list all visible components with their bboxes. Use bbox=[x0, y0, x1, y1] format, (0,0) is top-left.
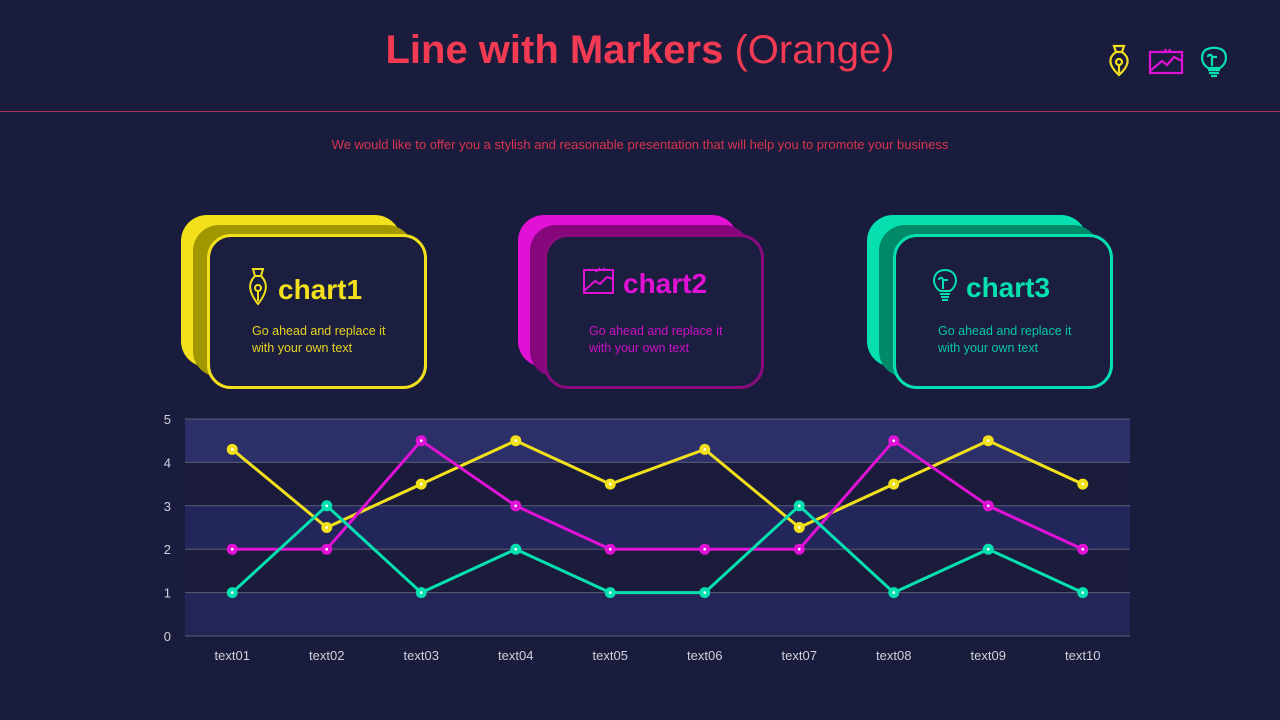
x-tick-label: text06 bbox=[687, 648, 722, 663]
x-tick-label: text02 bbox=[309, 648, 344, 663]
x-tick-label: text07 bbox=[782, 648, 817, 663]
title-main: Line with Markers bbox=[385, 28, 724, 72]
y-tick-label: 1 bbox=[164, 586, 171, 601]
lightbulb-icon bbox=[932, 267, 958, 308]
chart-band bbox=[185, 592, 1130, 636]
card-text: Go ahead and replace it with your own te… bbox=[589, 323, 749, 357]
card-chart1: chart1 Go ahead and replace it with your… bbox=[181, 215, 431, 393]
x-tick-label: text10 bbox=[1065, 648, 1100, 663]
series-chart1 bbox=[226, 435, 1089, 533]
chart-band bbox=[185, 505, 1130, 550]
card-text-line: Go ahead and replace it bbox=[252, 324, 386, 338]
x-tick-label: text08 bbox=[876, 648, 911, 663]
pen-nib-icon bbox=[1104, 44, 1134, 78]
x-tick-label: text04 bbox=[498, 648, 533, 663]
line-chart-svg: 0 1 2 3 4 5 text01 text02 text03 text04 text05 text… bbox=[164, 412, 1130, 663]
y-tick-label: 0 bbox=[164, 629, 171, 644]
card-chart3: chart3 Go ahead and replace it with your… bbox=[867, 215, 1117, 393]
card-chart2: chart2 Go ahead and replace it with your… bbox=[518, 215, 768, 393]
card-header: chart3 bbox=[932, 267, 1050, 308]
chart-band bbox=[185, 462, 1130, 506]
x-tick-label: text01 bbox=[215, 648, 250, 663]
y-tick-label: 5 bbox=[164, 412, 171, 427]
title-suffix: (Orange) bbox=[734, 28, 895, 72]
card-title: chart2 bbox=[623, 267, 708, 299]
card-title: chart1 bbox=[278, 273, 363, 305]
lightbulb-icon bbox=[1198, 44, 1230, 78]
y-tick-label: 2 bbox=[164, 542, 171, 557]
chart-band bbox=[185, 419, 1130, 463]
card-front: chart1 Go ahead and replace it with your… bbox=[207, 234, 427, 389]
x-tick-label: text05 bbox=[593, 648, 628, 663]
card-text: Go ahead and replace it with your own te… bbox=[252, 323, 412, 357]
series-chart2 bbox=[226, 435, 1089, 555]
x-tick-label: text09 bbox=[971, 648, 1006, 663]
pen-nib-icon bbox=[246, 267, 270, 312]
card-header: chart1 bbox=[246, 267, 362, 312]
card-text-line: with your own text bbox=[589, 341, 690, 355]
page-title: Line with Markers (Orange) bbox=[0, 28, 1280, 73]
x-tick-label: text03 bbox=[404, 648, 439, 663]
card-text-line: Go ahead and replace it bbox=[938, 324, 1072, 338]
card-front: chart2 Go ahead and replace it with your… bbox=[544, 234, 764, 389]
header-divider bbox=[0, 111, 1280, 112]
card-text-line: Go ahead and replace it bbox=[589, 324, 723, 338]
card-text-line: with your own text bbox=[938, 341, 1039, 355]
image-chart-icon bbox=[1148, 47, 1184, 75]
card-text: Go ahead and replace it with your own te… bbox=[938, 323, 1098, 357]
header-icons bbox=[1104, 44, 1230, 78]
chart-band bbox=[185, 549, 1130, 593]
series-chart3 bbox=[226, 500, 1089, 599]
image-chart-icon bbox=[583, 267, 615, 300]
subtitle: We would like to offer you a stylish and… bbox=[331, 137, 949, 152]
y-tick-label: 4 bbox=[164, 455, 171, 470]
card-header: chart2 bbox=[583, 267, 707, 300]
line-chart: 0 1 2 3 4 5 text01 text02 text03 text04 text05 text… bbox=[0, 400, 1280, 700]
card-text-line: with your own text bbox=[252, 341, 353, 355]
card-title: chart3 bbox=[966, 271, 1051, 303]
card-front: chart3 Go ahead and replace it with your… bbox=[893, 234, 1113, 389]
y-tick-label: 3 bbox=[164, 499, 171, 514]
